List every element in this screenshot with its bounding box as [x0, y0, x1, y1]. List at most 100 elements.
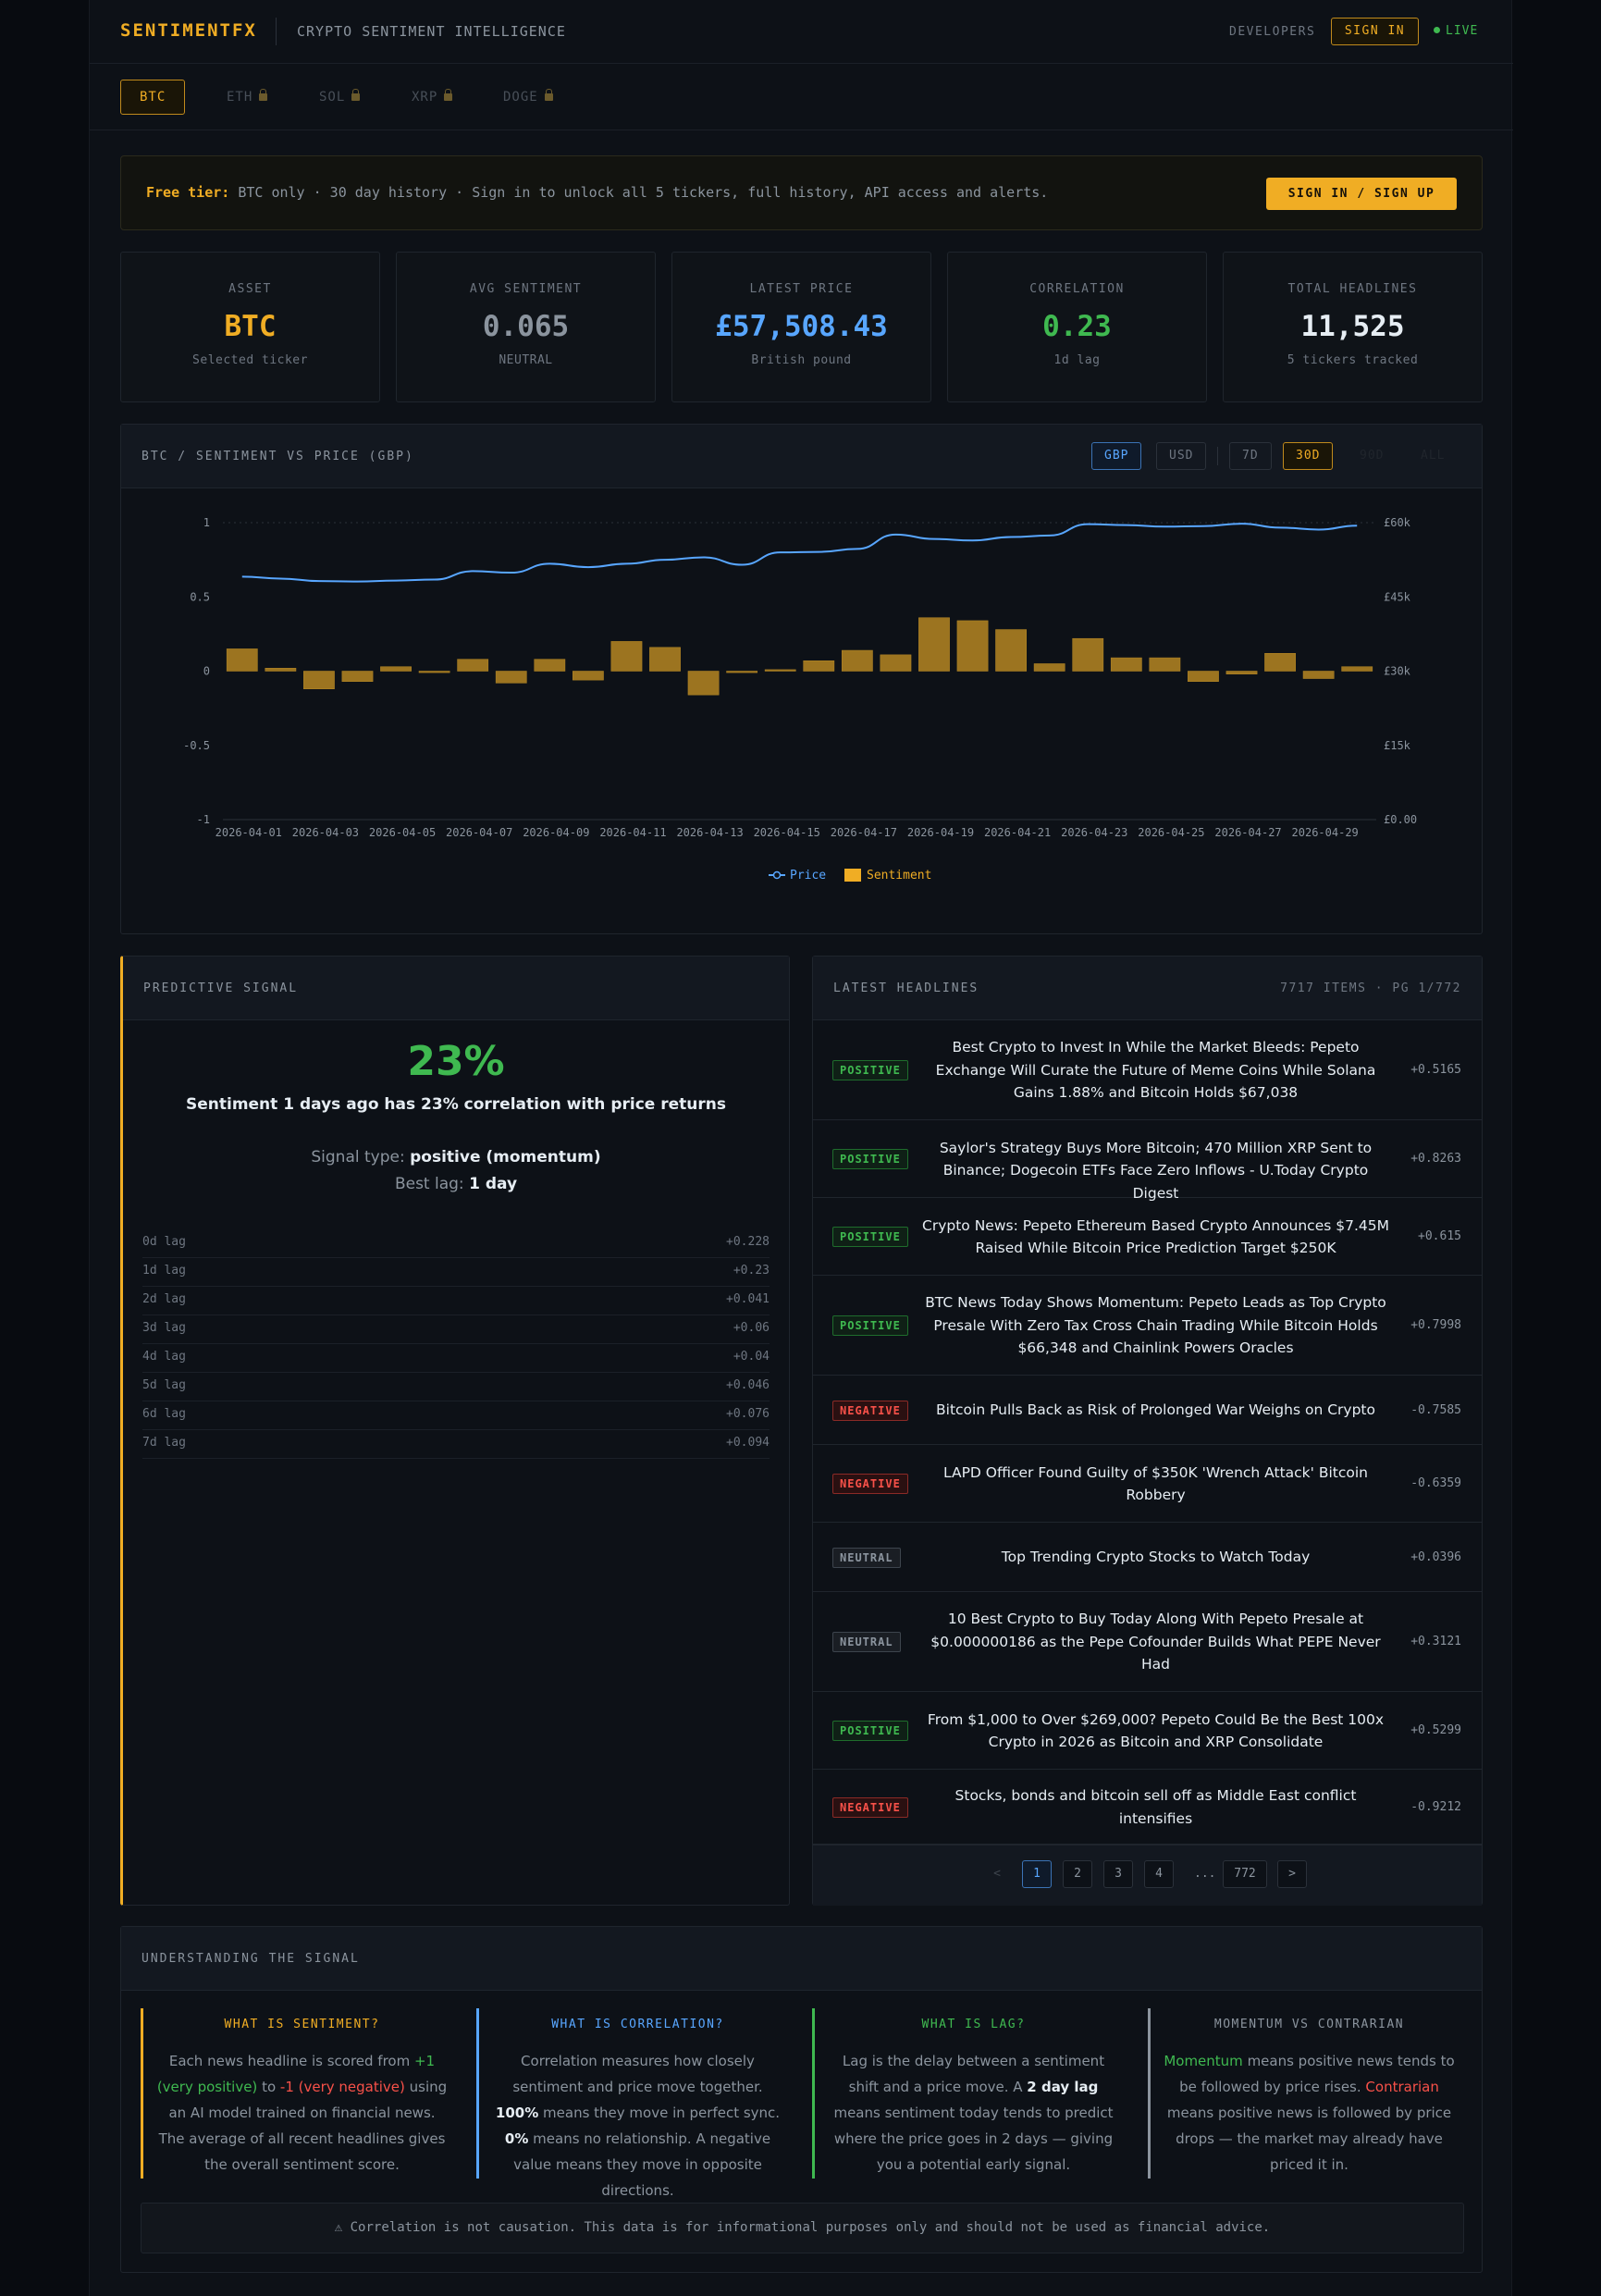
- correlation-percent: 23%: [407, 1038, 505, 1085]
- sign-in-sign-up-button[interactable]: SIGN IN / SIGN UP: [1266, 178, 1457, 210]
- x-axis-tick: 2026-04-07: [446, 826, 512, 839]
- tab-btc[interactable]: BTC: [120, 80, 186, 115]
- currency-usd-button[interactable]: USD: [1156, 442, 1207, 470]
- headline-text[interactable]: BTC News Today Shows Momentum: Pepeto Le…: [925, 1294, 1386, 1357]
- x-axis-tick: 2026-04-03: [292, 826, 359, 839]
- stat-value: £57,508.43: [715, 310, 888, 343]
- headline-text[interactable]: Saylor's Strategy Buys More Bitcoin; 470…: [939, 1139, 1373, 1202]
- headline-text[interactable]: LAPD Officer Found Guilty of $350K 'Wren…: [942, 1463, 1368, 1504]
- range-all-button[interactable]: ALL: [1421, 449, 1446, 463]
- text-highlight-negative: -1 (very negative): [279, 2079, 405, 2095]
- lag-row: 0d lag +0.228: [142, 1229, 770, 1258]
- text-highlight-positive: +1 (very positive): [156, 2053, 436, 2095]
- text-highlight: 2 day lag: [1027, 2079, 1099, 2095]
- sentiment-bar: [1302, 671, 1335, 679]
- headline-row[interactable]: POSITIVE BTC News Today Shows Momentum: …: [813, 1276, 1482, 1376]
- stat-sub: Selected ticker: [192, 353, 308, 367]
- page-2-button[interactable]: 2: [1063, 1860, 1092, 1888]
- sentiment-score: +0.7998: [1410, 1318, 1461, 1332]
- legend-sentiment-swatch: [844, 869, 861, 882]
- x-axis-tick: 2026-04-29: [1292, 826, 1359, 839]
- tab-eth[interactable]: ETH: [207, 80, 287, 115]
- headline-row[interactable]: POSITIVE From $1,000 to Over $269,000? P…: [813, 1692, 1482, 1770]
- headline-row[interactable]: NEGATIVE Stocks, bonds and bitcoin sell …: [813, 1770, 1482, 1845]
- brand-logo[interactable]: SENTIMENTFX: [120, 20, 257, 41]
- live-label: LIVE: [1446, 24, 1479, 38]
- headline-row[interactable]: POSITIVE Best Crypto to Invest In While …: [813, 1020, 1482, 1120]
- chart-panel-header: BTC / SENTIMENT VS PRICE (GBP) GBP USD 7…: [121, 425, 1482, 488]
- headline-text[interactable]: Stocks, bonds and bitcoin sell off as Mi…: [954, 1787, 1357, 1827]
- lag-row: 4d lag +0.04: [142, 1344, 770, 1373]
- headline-text[interactable]: From $1,000 to Over $269,000? Pepeto Cou…: [927, 1710, 1385, 1751]
- right-axis-tick: £45k: [1384, 590, 1411, 603]
- developers-link[interactable]: DEVELOPERS: [1229, 25, 1316, 39]
- headline-row[interactable]: NEUTRAL Top Trending Crypto Stocks to Wa…: [813, 1523, 1482, 1592]
- page-772-button[interactable]: 772: [1223, 1860, 1267, 1888]
- page-4-button[interactable]: 4: [1144, 1860, 1174, 1888]
- currency-gbp-button[interactable]: GBP: [1091, 442, 1142, 470]
- signal-panel-header: PREDICTIVE SIGNAL: [123, 957, 789, 1020]
- chart-panel: BTC / SENTIMENT VS PRICE (GBP) GBP USD 7…: [120, 424, 1483, 934]
- signal-description: Sentiment 1 days ago has 23% correlation…: [185, 1095, 726, 1114]
- explainer-momentum: MOMENTUM VS CONTRARIAN Momentum means po…: [1148, 2008, 1468, 2179]
- sentiment-bar: [1110, 657, 1142, 672]
- page-1-button[interactable]: 1: [1022, 1860, 1052, 1888]
- range-7d-button[interactable]: 7D: [1229, 442, 1272, 470]
- right-axis-tick: £30k: [1384, 665, 1411, 678]
- tab-label: SOL: [319, 90, 346, 105]
- sentiment-bar: [380, 666, 412, 672]
- headline-text[interactable]: Crypto News: Pepeto Ethereum Based Crypt…: [922, 1216, 1389, 1257]
- lag-value: +0.046: [726, 1378, 770, 1392]
- lag-value: +0.06: [733, 1321, 770, 1335]
- sentiment-score: -0.6359: [1410, 1476, 1461, 1490]
- tab-xrp[interactable]: XRP: [392, 80, 472, 115]
- sentiment-bar: [495, 671, 527, 684]
- lag-value: +0.094: [726, 1436, 770, 1450]
- banner-text: Free tier: BTC only · 30 day history · S…: [146, 184, 1048, 201]
- banner-prefix: Free tier:: [146, 184, 230, 201]
- range-30d-button[interactable]: 30D: [1283, 442, 1334, 470]
- headline-text[interactable]: 10 Best Crypto to Buy Today Along With P…: [930, 1611, 1381, 1673]
- headline-row[interactable]: NEUTRAL 10 Best Crypto to Buy Today Alon…: [813, 1592, 1482, 1692]
- stat-label: AVG SENTIMENT: [469, 282, 583, 296]
- headline-text[interactable]: Best Crypto to Invest In While the Marke…: [935, 1039, 1376, 1102]
- sentiment-badge: NEGATIVE: [832, 1474, 908, 1494]
- prev-page-button[interactable]: <: [993, 1867, 1001, 1881]
- sentiment-score: +0.615: [1418, 1229, 1461, 1243]
- headline-row[interactable]: NEGATIVE Bitcoin Pulls Back as Risk of P…: [813, 1376, 1482, 1445]
- page-3-button[interactable]: 3: [1103, 1860, 1133, 1888]
- banner-message: BTC only · 30 day history · Sign in to u…: [238, 184, 1049, 201]
- tab-sol[interactable]: SOL: [300, 80, 379, 115]
- stat-value: 11,525: [1300, 310, 1405, 343]
- sentiment-bar: [764, 669, 796, 672]
- headline-row[interactable]: POSITIVE Saylor's Strategy Buys More Bit…: [813, 1120, 1482, 1202]
- next-page-button[interactable]: >: [1277, 1860, 1307, 1888]
- headline-text[interactable]: Bitcoin Pulls Back as Risk of Prolonged …: [936, 1401, 1375, 1419]
- headline-row[interactable]: NEGATIVE LAPD Officer Found Guilty of $3…: [813, 1445, 1482, 1523]
- lag-row: 6d lag +0.076: [142, 1401, 770, 1430]
- sentiment-badge: NEGATIVE: [832, 1796, 908, 1818]
- pagination: <1 2 3 4... 772 >: [813, 1845, 1482, 1906]
- lag-value: +0.04: [733, 1350, 770, 1364]
- sentiment-bar: [1225, 671, 1258, 674]
- stat-label: CORRELATION: [1029, 282, 1125, 296]
- x-axis-tick: 2026-04-13: [676, 826, 743, 839]
- sentiment-bar: [956, 620, 989, 672]
- headline-row[interactable]: POSITIVE Crypto News: Pepeto Ethereum Ba…: [813, 1198, 1482, 1276]
- page: SENTIMENTFX CRYPTO SENTIMENT INTELLIGENC…: [89, 0, 1513, 2296]
- lag-row: 3d lag +0.06: [142, 1315, 770, 1344]
- headline-text[interactable]: Top Trending Crypto Stocks to Watch Toda…: [1001, 1549, 1311, 1566]
- text-run: Each news headline is scored from: [168, 2053, 414, 2069]
- sentiment-bar: [726, 671, 758, 673]
- button-divider: [1217, 447, 1218, 465]
- lag-value: +0.228: [726, 1235, 770, 1249]
- explainer-lag: WHAT IS LAG? Lag is the delay between a …: [812, 2008, 1132, 2179]
- text-run: using an AI model trained on financial n…: [158, 2079, 448, 2173]
- sentiment-bar: [303, 671, 335, 690]
- understanding-title: UNDERSTANDING THE SIGNAL: [142, 1952, 360, 1966]
- tab-doge[interactable]: DOGE: [484, 80, 573, 115]
- free-tier-banner: Free tier: BTC only · 30 day history · S…: [120, 155, 1483, 230]
- sign-in-button[interactable]: SIGN IN: [1331, 18, 1419, 45]
- range-90d-button[interactable]: 90D: [1360, 449, 1385, 463]
- sentiment-bar: [649, 647, 681, 672]
